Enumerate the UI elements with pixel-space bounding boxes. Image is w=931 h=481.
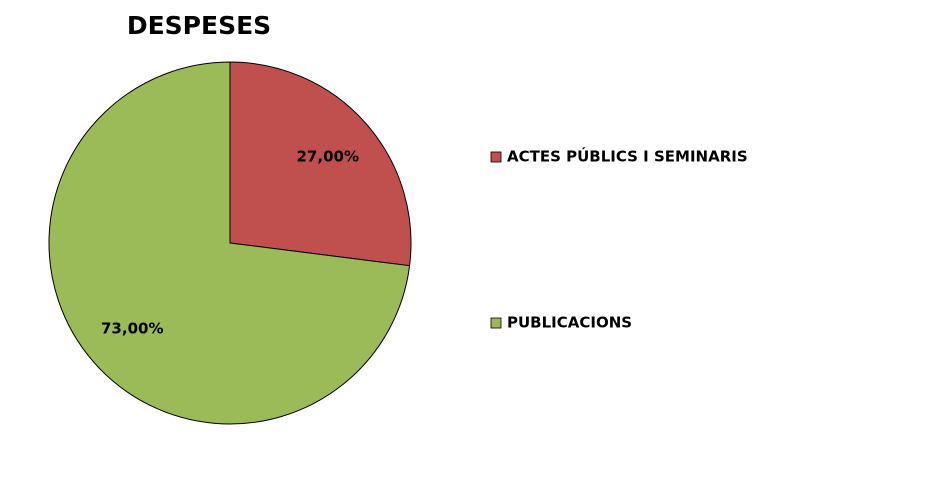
- legend-swatch: [490, 317, 502, 329]
- legend-label: ACTES PÚBLICS I SEMINARIS: [507, 147, 748, 166]
- data-label: 73,00%: [101, 320, 163, 338]
- chart-title: DESPESES: [127, 11, 271, 40]
- pie-slice: [48, 61, 411, 425]
- pie-slice: [229, 61, 412, 267]
- data-label: 27,00%: [297, 147, 359, 165]
- legend-label: PUBLICACIONS: [507, 314, 632, 332]
- legend-swatch: [490, 151, 502, 163]
